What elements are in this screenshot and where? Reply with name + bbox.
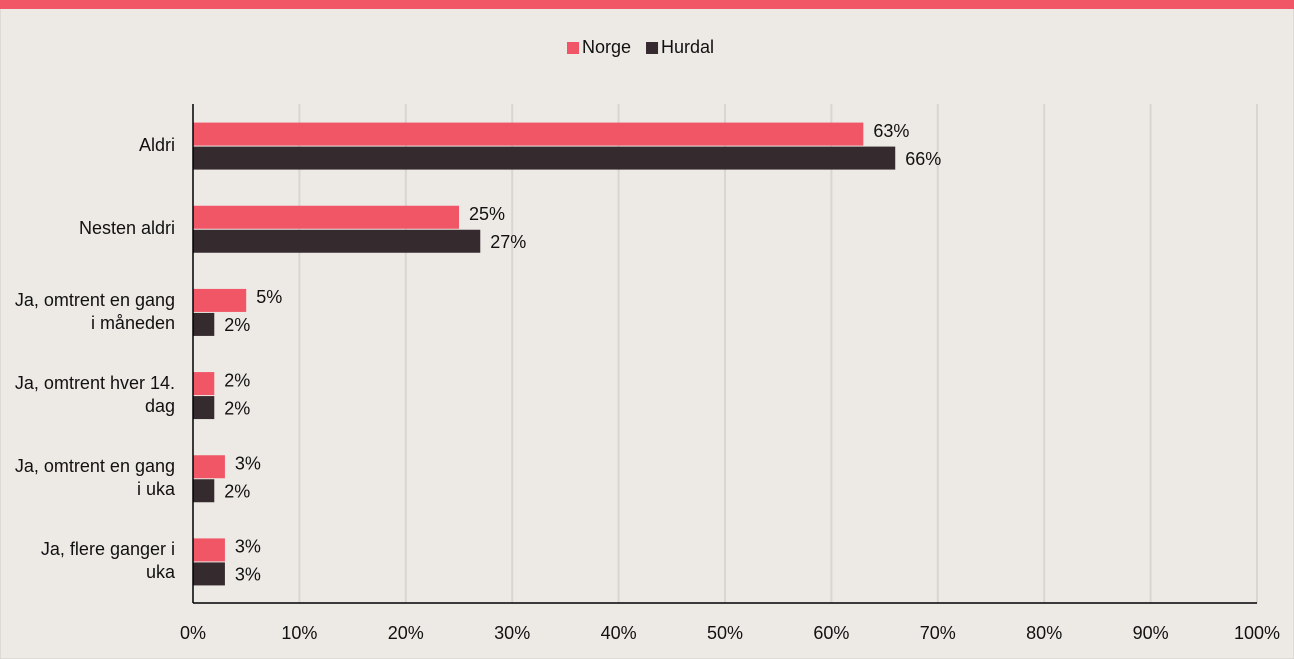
x-tick-label: 100% bbox=[1234, 623, 1280, 643]
legend-swatch bbox=[646, 42, 659, 54]
x-tick-label: 80% bbox=[1026, 623, 1062, 643]
data-label: 27% bbox=[490, 232, 526, 252]
data-label: 5% bbox=[256, 287, 282, 307]
category-label-box: Ja, omtrent en gang i måneden bbox=[14, 289, 175, 333]
y-tick-label: Ja, omtrent en gang i uka bbox=[14, 456, 175, 500]
x-tick-label: 10% bbox=[281, 623, 317, 643]
legend-label: Norge bbox=[582, 37, 631, 57]
x-tick-label: 70% bbox=[920, 623, 956, 643]
bar bbox=[193, 538, 225, 562]
x-tick-label: 40% bbox=[601, 623, 637, 643]
bar bbox=[193, 396, 215, 420]
data-label: 3% bbox=[235, 454, 261, 474]
y-tick-label: Ja, omtrent en gang i måneden bbox=[14, 289, 175, 333]
legend-label: Hurdal bbox=[661, 37, 714, 57]
category-label-box: Ja, omtrent hver 14. dag bbox=[14, 373, 175, 417]
data-label: 63% bbox=[873, 121, 909, 141]
x-tick-label: 60% bbox=[813, 623, 849, 643]
bar bbox=[193, 455, 225, 479]
x-tick-label: 0% bbox=[180, 623, 206, 643]
top-band bbox=[0, 0, 1294, 9]
x-tick-label: 90% bbox=[1133, 623, 1169, 643]
legend-swatch bbox=[567, 42, 579, 54]
category-label-box: Ja, flere ganger i uka bbox=[40, 539, 175, 583]
x-tick-label: 50% bbox=[707, 623, 743, 643]
y-tick-label: Nesten aldri bbox=[78, 218, 175, 239]
category-label-box: Nesten aldri bbox=[78, 218, 175, 239]
bar bbox=[193, 205, 459, 229]
category-label-box: Aldri bbox=[138, 135, 175, 156]
data-label: 2% bbox=[224, 370, 250, 390]
data-label: 3% bbox=[235, 537, 261, 557]
data-label: 2% bbox=[224, 482, 250, 502]
data-label: 2% bbox=[224, 315, 250, 335]
category-label-box: Ja, omtrent en gang i uka bbox=[14, 456, 175, 500]
y-tick-label: Aldri bbox=[138, 135, 175, 156]
data-label: 66% bbox=[905, 149, 941, 169]
bar bbox=[193, 479, 215, 503]
bar bbox=[193, 122, 864, 146]
bar bbox=[193, 288, 247, 312]
x-tick-label: 30% bbox=[494, 623, 530, 643]
bar bbox=[193, 372, 215, 396]
y-tick-label: Ja, flere ganger i uka bbox=[40, 539, 175, 583]
data-label: 3% bbox=[235, 565, 261, 585]
x-tick-label: 20% bbox=[388, 623, 424, 643]
bar bbox=[193, 312, 215, 336]
y-tick-label: Ja, omtrent hver 14. dag bbox=[14, 373, 175, 417]
bar bbox=[193, 229, 481, 253]
data-label: 2% bbox=[224, 398, 250, 418]
bar bbox=[193, 562, 225, 586]
bar bbox=[193, 146, 896, 170]
data-label: 25% bbox=[469, 204, 505, 224]
